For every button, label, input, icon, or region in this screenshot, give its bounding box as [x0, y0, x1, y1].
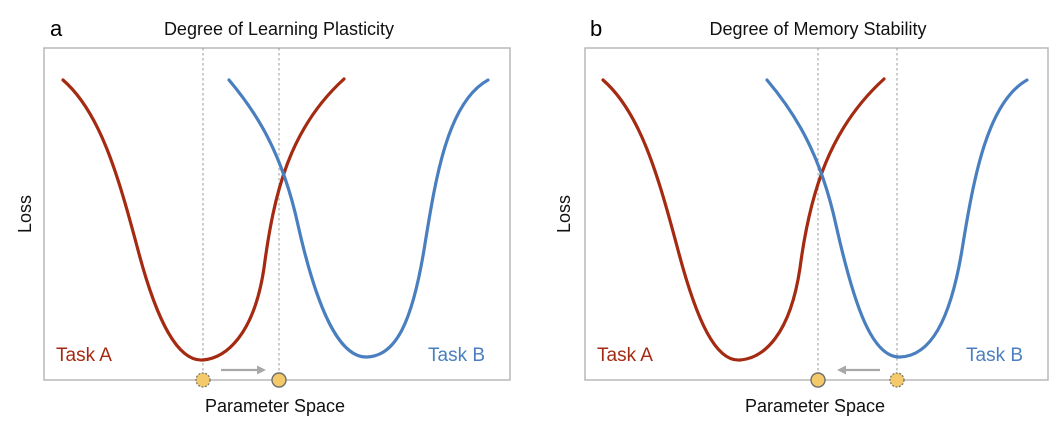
panel-b: b Degree of Memory Stability Loss Parame…: [554, 16, 1049, 416]
panel-b-task-a-curve: [601, 77, 886, 362]
panel-a-letter: a: [50, 16, 63, 41]
panel-a-frame: [43, 47, 511, 381]
panel-b-task-b-curve: [765, 78, 1029, 359]
panel-b-ylabel: Loss: [554, 195, 574, 233]
panel-b-letter: b: [590, 16, 602, 41]
panel-a-shift-arrow: [221, 365, 266, 375]
panel-a-title: Degree of Learning Plasticity: [164, 19, 394, 39]
panel-b-task-a-label: Task A: [597, 345, 653, 366]
panel-a-current-parameter-marker: [271, 372, 287, 388]
panel-a-xlabel: Parameter Space: [205, 396, 345, 416]
panel-b-current-parameter-marker: [810, 372, 826, 388]
panel-a-task-a-label: Task A: [56, 345, 112, 366]
panel-a-task-b-curve: [227, 78, 490, 359]
panel-b-title: Degree of Memory Stability: [709, 19, 926, 39]
panel-a-task-b-label: Task B: [428, 345, 485, 366]
panel-b-frame: [584, 47, 1049, 381]
panel-b-shift-arrow: [837, 365, 880, 375]
panel-a-ylabel: Loss: [15, 195, 35, 233]
panel-b-xlabel: Parameter Space: [745, 396, 885, 416]
panel-a-task-a-curve: [61, 77, 346, 362]
panel-b-previous-parameter-marker: [889, 372, 905, 388]
panel-a-previous-parameter-marker: [195, 372, 211, 388]
panel-a: a Degree of Learning Plasticity Loss Par…: [15, 16, 511, 416]
panel-b-task-b-label: Task B: [966, 345, 1023, 366]
